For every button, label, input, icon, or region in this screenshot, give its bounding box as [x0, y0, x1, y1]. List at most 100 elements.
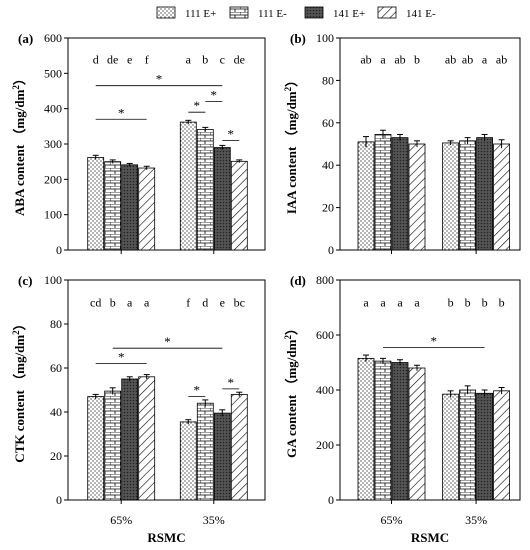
significance-star: * [228, 375, 235, 390]
y-tick-label: 100 [316, 31, 334, 45]
x-axis-title: RSMC [411, 530, 449, 545]
y-tick-label: 20 [322, 201, 334, 215]
x-tick-label: 65% [110, 513, 132, 527]
bar [196, 129, 214, 251]
significance-letter: de [107, 52, 118, 66]
bar [374, 360, 392, 501]
y-axis-title-main: ABA content [12, 142, 27, 216]
y-tick-label: 600 [44, 31, 62, 45]
significance-letter: b [110, 295, 116, 309]
significance-letter: cd [90, 295, 101, 309]
y-tick-label: 60 [322, 116, 334, 130]
bar [230, 393, 248, 501]
y-tick-label: 0 [328, 243, 334, 257]
significance-letter: a [380, 52, 386, 66]
x-tick-label: 35% [465, 513, 487, 527]
bar [408, 367, 426, 501]
y-axis-title-unit: （mg/dm [12, 89, 27, 141]
bar [476, 392, 494, 501]
bar [459, 140, 477, 251]
y-axis-title-main: CTK content [12, 387, 27, 463]
significance-letter: b [448, 295, 454, 309]
significance-star: * [118, 350, 125, 365]
significance-letter: e [127, 52, 132, 66]
legend-label: 141 E+ [333, 8, 365, 20]
y-axis-title-close: ） [12, 317, 27, 330]
legend-label: 111 E+ [185, 8, 216, 20]
legend-swatch [229, 6, 249, 19]
bar [196, 402, 214, 501]
legend-item: 111 E+ [156, 6, 216, 20]
significance-letter: ab [496, 52, 507, 66]
y-tick-label: 200 [316, 438, 334, 452]
legend-item: 141 E+ [304, 6, 365, 20]
y-axis-title-unit: （mg/dm [284, 339, 299, 391]
y-axis-title: ABA content （mg/dm2） [11, 72, 27, 216]
significance-letter: b [202, 52, 208, 66]
panel-label: (d) [290, 273, 306, 288]
significance-star: * [164, 334, 171, 349]
y-axis-title-sup: 2 [283, 335, 293, 340]
x-tick-label: 65% [381, 513, 403, 527]
legend-label: 111 E- [258, 8, 287, 20]
significance-letter: b [499, 295, 505, 309]
bar [138, 376, 156, 501]
significance-letter: b [465, 295, 471, 309]
y-tick-label: 0 [328, 493, 334, 507]
y-tick-label: 40 [50, 405, 62, 419]
significance-star: * [431, 333, 438, 348]
y-tick-label: 100 [44, 208, 62, 222]
bar [230, 160, 248, 251]
bar [442, 393, 460, 501]
y-axis-title-main: IAA content [284, 143, 299, 214]
significance-star: * [156, 72, 163, 87]
y-tick-label: 60 [50, 361, 62, 375]
significance-letter: b [482, 295, 488, 309]
bar [357, 141, 375, 251]
bar [408, 143, 426, 251]
plot-frame [67, 279, 266, 501]
y-tick-label: 0 [56, 493, 62, 507]
significance-letter: f [145, 52, 149, 66]
significance-letter: ab [462, 52, 473, 66]
bar [391, 362, 409, 501]
significance-letter: a [144, 295, 150, 309]
significance-letter: a [397, 295, 403, 309]
significance-letter: a [186, 52, 192, 66]
panel-label: (a) [18, 31, 33, 46]
bar [213, 147, 231, 251]
y-tick-label: 500 [44, 66, 62, 80]
y-tick-label: 300 [44, 137, 62, 151]
significance-letter: f [186, 295, 190, 309]
y-tick-label: 80 [50, 317, 62, 331]
bar [374, 134, 392, 251]
y-tick-label: 400 [44, 102, 62, 116]
significance-letter: ab [360, 52, 371, 66]
y-axis-title: GA content （mg/dm2） [283, 322, 299, 458]
significance-letter: d [93, 52, 99, 66]
bar [104, 161, 122, 251]
y-axis-title-close: ） [12, 72, 27, 85]
significance-letter: b [414, 52, 420, 66]
bar [121, 378, 139, 501]
plot-frame [339, 37, 521, 251]
bar [391, 137, 409, 251]
bar [459, 389, 477, 501]
legend-swatch [156, 6, 176, 19]
bar [104, 390, 122, 501]
y-axis-title-close: ） [284, 322, 299, 335]
significance-star: * [194, 383, 201, 398]
y-axis-title-sup: 2 [11, 85, 21, 90]
bar [357, 357, 375, 501]
panel-a: 0 100 200 300 400 500 600 (a) ABA content （mg/dm… [11, 31, 266, 257]
bar [213, 412, 231, 501]
significance-letter: a [380, 295, 386, 309]
legend-item: 111 E- [229, 6, 287, 20]
legend-swatch [377, 6, 397, 19]
y-tick-label: 40 [322, 158, 334, 172]
significance-letter: a [127, 295, 133, 309]
y-tick-label: 0 [56, 243, 62, 257]
y-axis-title-sup: 2 [283, 86, 293, 91]
